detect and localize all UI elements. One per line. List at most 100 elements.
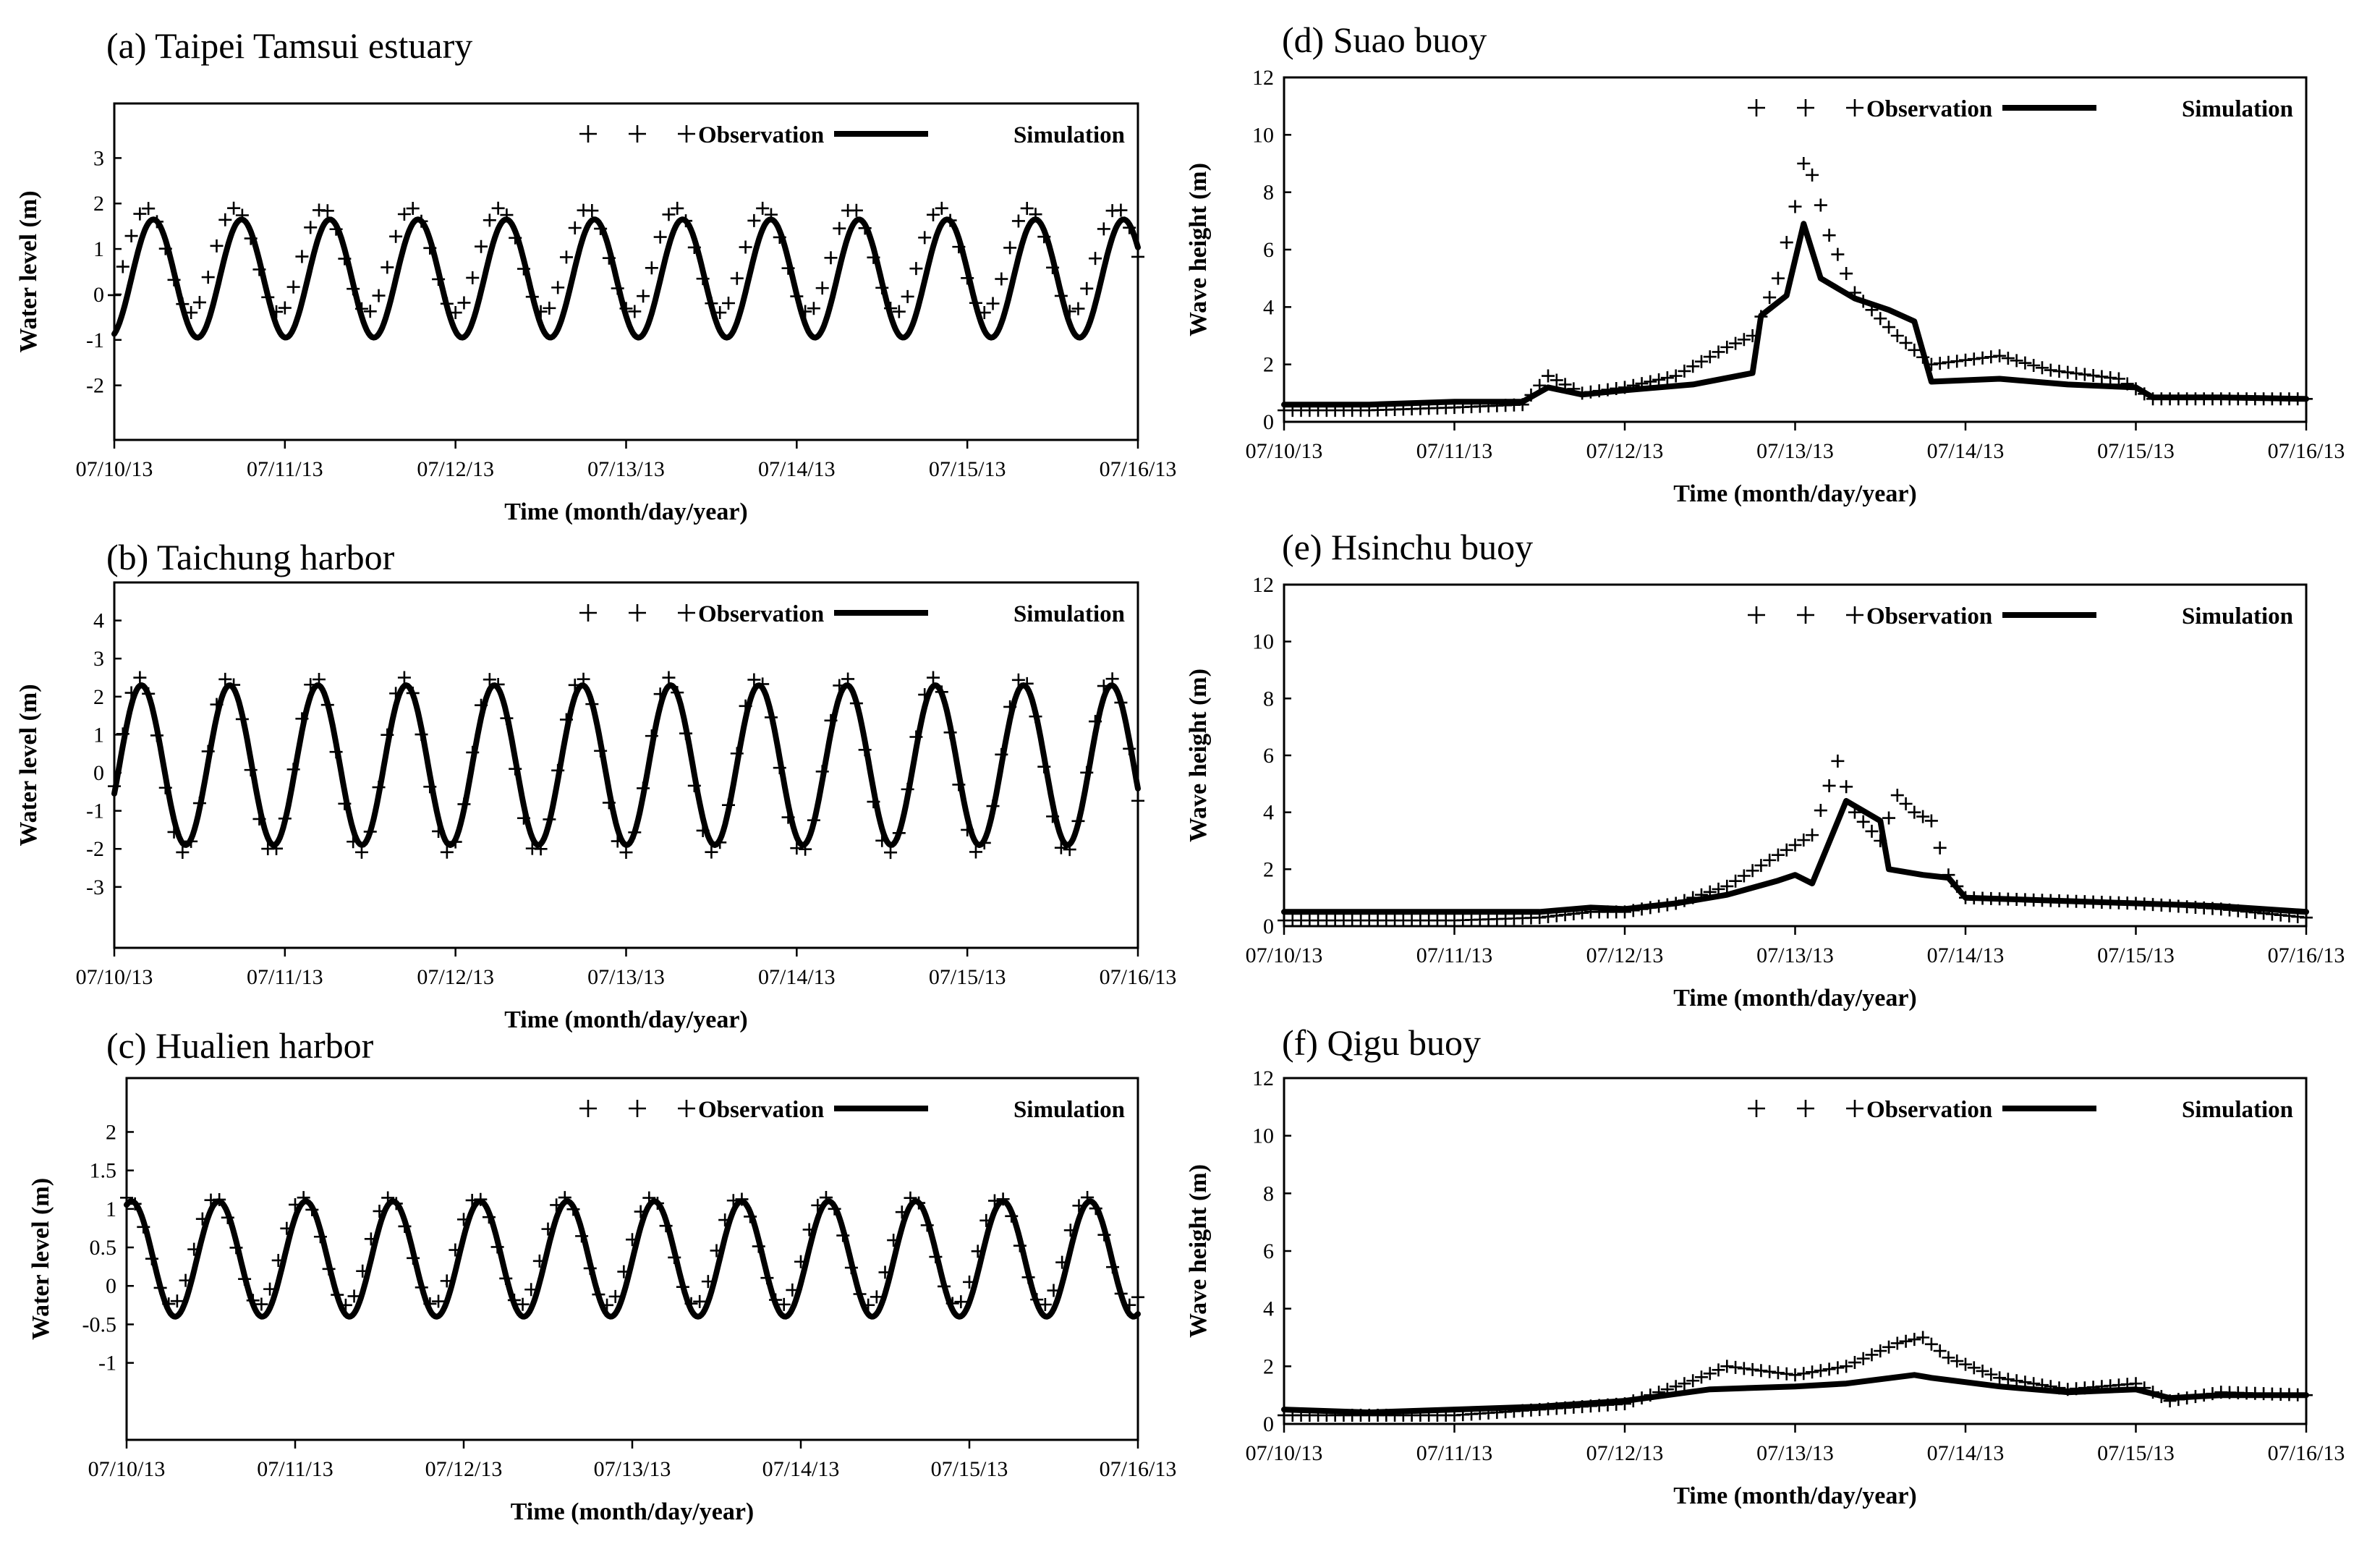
observation-point [1840, 1360, 1853, 1373]
observation-point [1660, 371, 1674, 385]
observation-point [592, 1288, 605, 1302]
observation-point [1030, 1293, 1044, 1307]
observation-point [679, 726, 693, 740]
observation-point [457, 797, 471, 811]
observation-point [963, 1275, 976, 1289]
observation-point [1550, 909, 1563, 923]
y-tick-label: 4 [1263, 295, 1274, 319]
y-tick-label: 10 [1252, 1124, 1274, 1148]
observation-point [158, 781, 172, 794]
legend-observation-marker [1748, 99, 1765, 116]
observation-point [705, 845, 718, 859]
observation-point [372, 289, 386, 302]
observation-point [1763, 291, 1777, 305]
observation-point [971, 1244, 985, 1258]
observation-point [449, 1243, 462, 1257]
observation-point [1105, 672, 1119, 686]
observation-point [354, 302, 368, 315]
observation-point [1976, 1364, 1989, 1378]
x-tick-label: 07/11/13 [257, 1457, 333, 1481]
x-tick-label: 07/11/13 [1416, 1441, 1493, 1465]
observation-point [1635, 1391, 1649, 1405]
x-axis-label: Time (month/day/year) [504, 1006, 748, 1033]
observation-point [329, 745, 343, 759]
observation-point [875, 281, 889, 294]
y-tick-label: -1 [86, 800, 104, 823]
observation-point [1882, 321, 1896, 334]
observation-point [415, 728, 428, 742]
observation-point [356, 1264, 370, 1278]
observation-point [671, 686, 684, 700]
observation-point [2120, 377, 2134, 391]
observation-point [2206, 1387, 2219, 1401]
observation-point [895, 1205, 909, 1219]
observation-point [1780, 236, 1793, 250]
observation-point [389, 229, 403, 243]
observation-point [1694, 888, 1708, 902]
observation-point [747, 213, 761, 227]
observation-point [1037, 230, 1051, 244]
observation-point [833, 679, 846, 692]
x-tick-label: 07/12/13 [1586, 1441, 1664, 1465]
y-tick-label: 0 [1263, 1412, 1274, 1436]
legend-observation-marker [678, 1100, 695, 1117]
y-tick-label: 2 [106, 1120, 116, 1144]
observation-point [909, 730, 923, 744]
observation-point [671, 201, 684, 215]
observation-point [1882, 811, 1896, 825]
observation-point [1652, 373, 1666, 386]
observation-point [1003, 700, 1017, 713]
observation-point [1080, 281, 1094, 295]
x-tick-label: 07/16/13 [2268, 944, 2345, 967]
observation-point [1908, 343, 1921, 357]
observation-point [440, 845, 454, 859]
x-tick-label: 07/15/13 [2097, 1441, 2175, 1465]
observation-point [979, 1213, 993, 1227]
observation-point [777, 1297, 791, 1311]
observation-point [534, 305, 548, 318]
x-tick-label: 07/11/13 [1416, 944, 1493, 967]
y-tick-label: 0 [106, 1274, 116, 1298]
observation-point [1089, 715, 1102, 729]
observation-point [1720, 879, 1734, 893]
observation-point [1678, 364, 1691, 378]
observation-point [653, 230, 667, 244]
observation-point [611, 834, 624, 848]
observation-point [246, 1294, 260, 1307]
observation-point [1984, 350, 1998, 364]
observation-point [1754, 859, 1768, 873]
observation-point [201, 745, 215, 758]
legend: Observation Simulation [579, 601, 1125, 627]
observation-point [1652, 899, 1666, 913]
observation-point [2163, 1394, 2177, 1408]
observation-point [811, 1198, 825, 1212]
observation-point [187, 1242, 201, 1256]
observation-point [853, 1287, 867, 1301]
observation-point [1924, 1337, 1938, 1351]
observation-point [192, 797, 206, 810]
observation-point [1131, 250, 1144, 263]
legend-observation-label: Observation [698, 1097, 824, 1123]
series-line-simulation [1281, 221, 2309, 408]
observation-point [235, 712, 249, 726]
observation-point [2172, 1393, 2185, 1407]
observation-point [128, 1197, 142, 1210]
observation-point [1063, 305, 1076, 318]
observation-point [1831, 754, 1845, 768]
x-axis-label: Time (month/day/year) [511, 1498, 755, 1525]
observation-point [167, 825, 181, 839]
observation-point [730, 747, 744, 760]
observation-point [1763, 853, 1777, 867]
observation-point [901, 782, 914, 796]
observation-point [1874, 834, 1887, 847]
observation-point [961, 823, 974, 836]
observation-point [1729, 874, 1743, 888]
observation-point [1771, 848, 1785, 862]
observation-point [687, 779, 701, 792]
observation-point [1038, 1298, 1052, 1312]
observation-point [637, 289, 650, 303]
observation-point [1669, 1380, 1683, 1394]
observation-point [1933, 841, 1947, 855]
observation-point [1984, 1367, 1998, 1381]
x-tick-label: 07/10/13 [76, 457, 153, 481]
